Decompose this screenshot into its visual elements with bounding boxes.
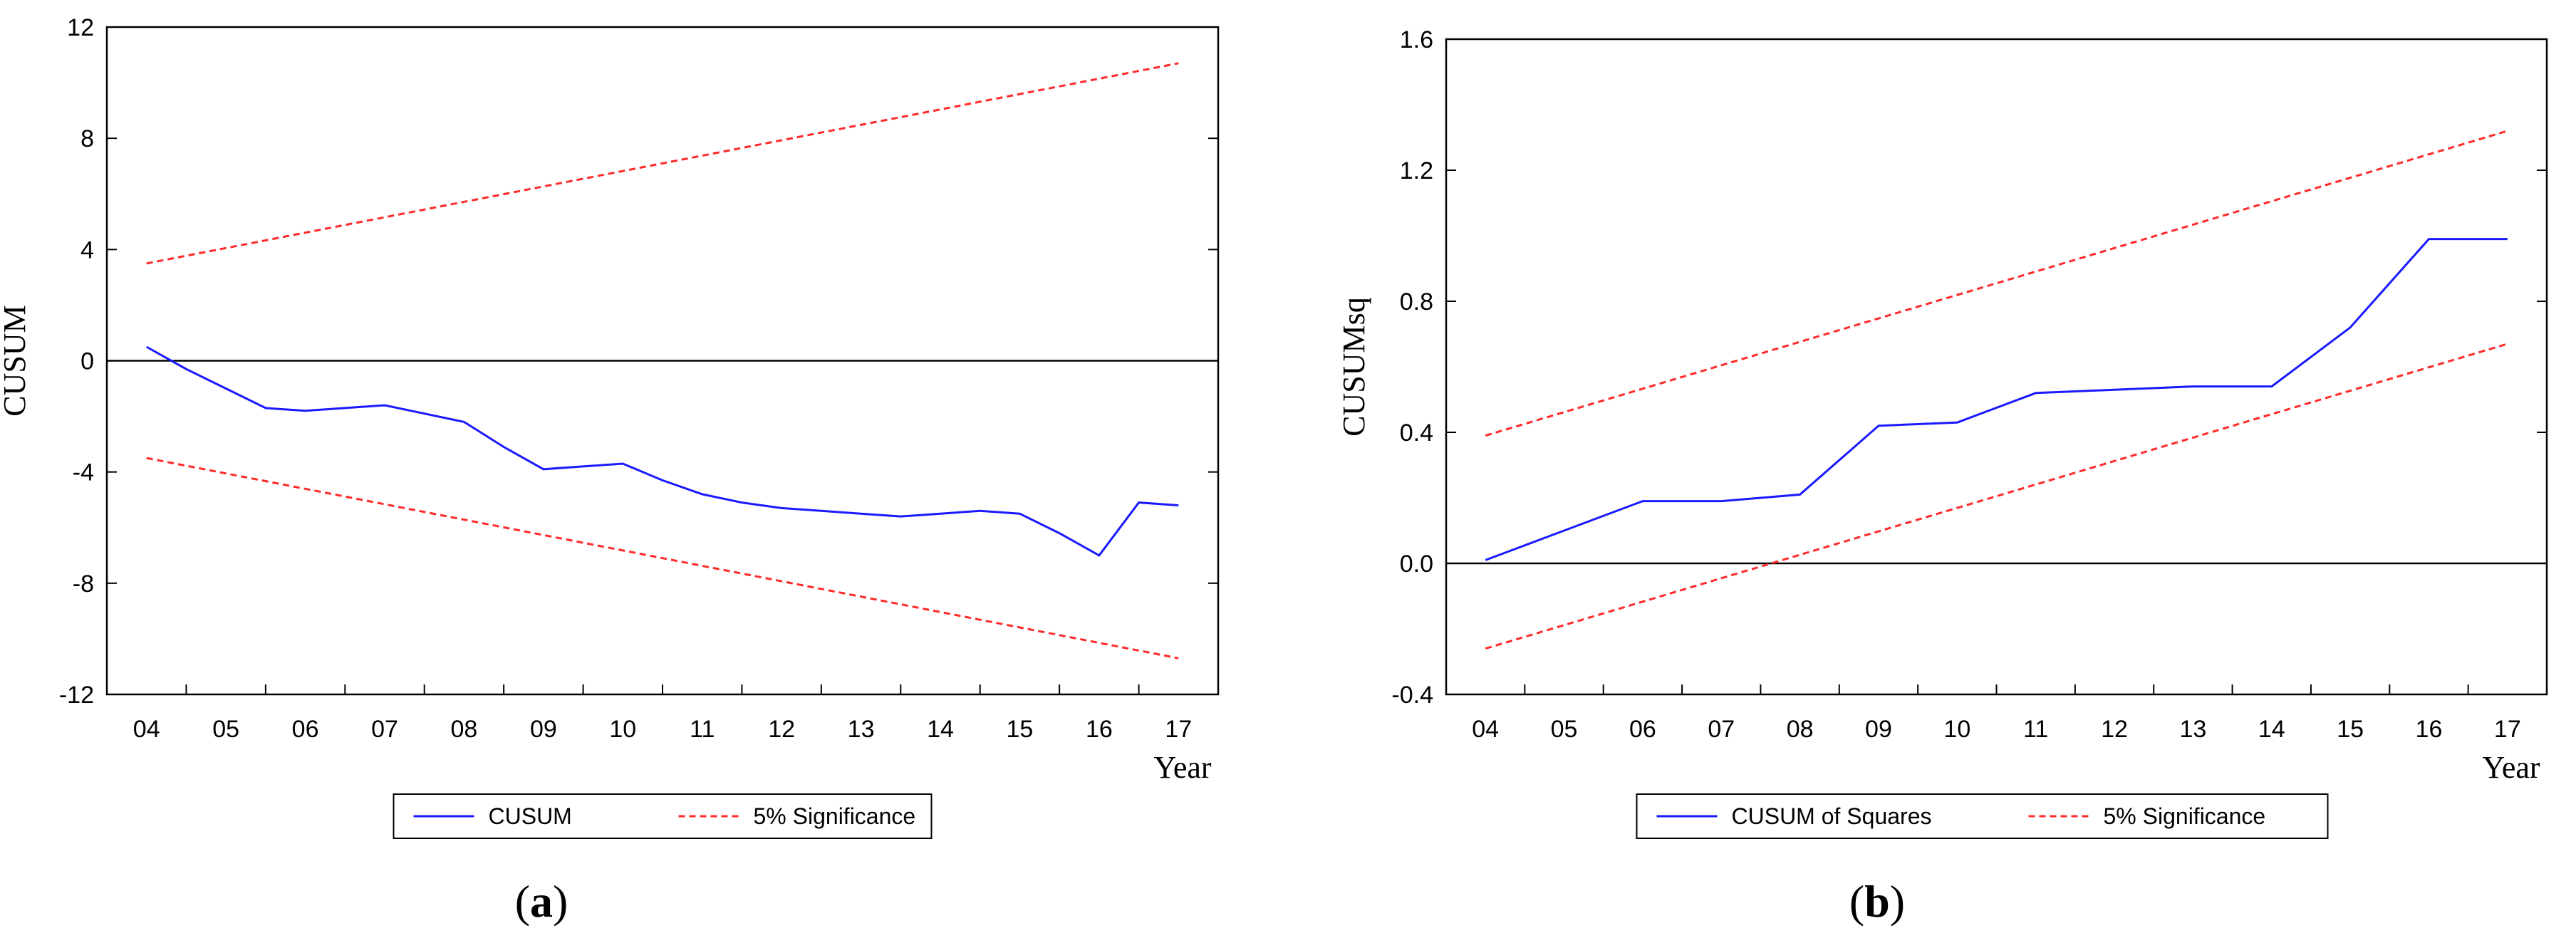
legend-label: CUSUM of Squares — [1732, 803, 1932, 829]
x-tick-label: 09 — [530, 716, 557, 743]
x-tick-label: 17 — [1165, 716, 1192, 743]
panel-label-letter: a — [530, 876, 553, 927]
significance-lower-line — [146, 457, 1179, 660]
y-axis-title: CUSUM — [0, 305, 32, 417]
x-tick-label: 11 — [690, 716, 715, 743]
x-tick-label: 15 — [2337, 716, 2364, 743]
x-tick-label: 10 — [609, 716, 636, 743]
legend-box — [1636, 793, 2329, 839]
significance-upper-line — [146, 62, 1179, 265]
y-tick-label: 4 — [80, 236, 94, 264]
y-tick-label: 0.0 — [1400, 551, 1433, 578]
legend-label: 5% Significance — [2104, 803, 2266, 829]
x-tick-label: 13 — [848, 716, 875, 743]
x-tick-label: 12 — [768, 716, 795, 743]
x-tick-label: 11 — [2023, 716, 2048, 743]
legend-label: 5% Significance — [754, 803, 916, 829]
y-tick-label: 0.4 — [1400, 420, 1433, 447]
chart-panel-b: 1.6 1.2 0.8 0.4 0.0 -0.4 04 05 06 07 08 09 10 11 12 13 1… — [1336, 26, 2548, 927]
x-tick-label: 10 — [1943, 716, 1970, 743]
legend-box — [393, 793, 933, 839]
x-tick-label: 08 — [1787, 716, 1814, 743]
panel-label: (b) — [1849, 876, 1905, 927]
x-tick-label: 05 — [1551, 716, 1578, 743]
y-tick-label: -8 — [73, 570, 94, 598]
x-tick-label: 15 — [1007, 716, 1034, 743]
y-tick-label: -0.4 — [1391, 682, 1433, 709]
cusum-series-line — [1485, 238, 2508, 561]
x-tick-label: 04 — [1472, 716, 1499, 743]
legend: CUSUM 5% Significance — [393, 793, 933, 839]
y-tick-label: 0.8 — [1400, 288, 1433, 316]
x-tick-label: 12 — [2101, 716, 2128, 743]
panel-label: (a) — [515, 876, 568, 927]
significance-lower-line — [1485, 343, 2508, 650]
x-tick-label: 09 — [1865, 716, 1892, 743]
y-tick-label: 0 — [80, 348, 94, 375]
y-tick-label: -4 — [73, 459, 94, 486]
plot-frame — [1445, 38, 2548, 696]
x-tick-label: 05 — [212, 716, 239, 743]
x-tick-label: 07 — [1708, 716, 1735, 743]
x-tick-label: 13 — [2179, 716, 2206, 743]
x-tick-label: 16 — [1086, 716, 1113, 743]
x-tick-label: 04 — [133, 716, 160, 743]
chart-panel-a: 12 8 4 0 -4 -8 -12 04 05 06 07 08 09 10 11 12 13 14 15 16 17… — [0, 14, 1220, 927]
x-tick-label: 07 — [371, 716, 398, 743]
x-tick-label: 06 — [1629, 716, 1656, 743]
y-tick-label: 1.6 — [1400, 26, 1433, 53]
legend-label: CUSUM — [489, 803, 572, 829]
x-tick-label: 14 — [927, 716, 954, 743]
x-axis-title: Year — [2482, 750, 2540, 785]
y-tick-label: -12 — [59, 682, 94, 709]
y-axis-title: CUSUMsq — [1336, 297, 1371, 437]
x-axis-title: Year — [1153, 750, 1211, 785]
x-tick-label: 08 — [451, 716, 478, 743]
y-tick-label: 1.2 — [1400, 157, 1433, 184]
x-tick-label: 14 — [2258, 716, 2285, 743]
x-tick-label: 17 — [2494, 716, 2521, 743]
significance-upper-line — [1485, 130, 2508, 437]
y-tick-label: 8 — [80, 125, 94, 152]
x-tick-label: 06 — [292, 716, 319, 743]
y-tick-label: 12 — [67, 14, 94, 41]
cusum-series-line — [145, 345, 1179, 557]
legend: CUSUM of Squares 5% Significance — [1636, 793, 2329, 839]
x-tick-label: 16 — [2416, 716, 2443, 743]
panel-label-letter: b — [1864, 876, 1890, 927]
